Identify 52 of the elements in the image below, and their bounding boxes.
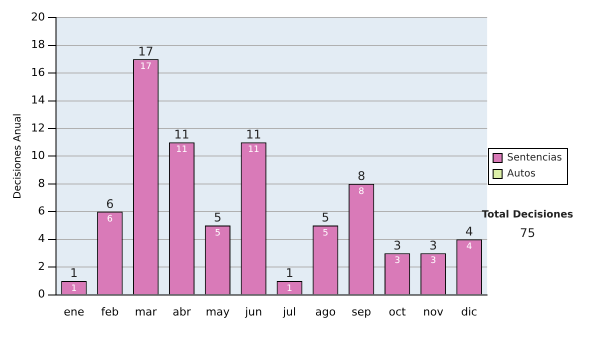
total-label: 11 — [174, 127, 190, 142]
y-tick-label: 4 — [38, 232, 45, 246]
x-tick-label: ago — [315, 305, 336, 318]
data-label: 8 — [358, 186, 365, 197]
x-tick-label: nov — [423, 305, 444, 318]
y-tick-label: 20 — [30, 10, 45, 24]
y-tick-label: 12 — [30, 121, 45, 134]
data-label: 4 — [466, 242, 472, 252]
text: 75 — [520, 226, 536, 240]
total-label: 3 — [393, 238, 402, 252]
y-tick-label: 0 — [38, 288, 45, 301]
data-label: 1 — [286, 284, 292, 294]
data-label: 17 — [140, 62, 152, 72]
total-label: 5 — [214, 210, 222, 225]
total-label: 5 — [322, 210, 330, 225]
data-label: 1 — [71, 284, 77, 294]
x-tick-label: jun — [244, 305, 262, 318]
data-label: 3 — [394, 256, 400, 266]
data-label: 6 — [107, 214, 114, 224]
total-label: 4 — [465, 224, 473, 238]
x-tick-label: ene — [64, 305, 84, 318]
data-label: 11 — [176, 145, 188, 156]
legend-label: Sentencias — [507, 152, 562, 164]
y-tick-label: 18 — [30, 38, 45, 52]
total-label: 1 — [70, 266, 78, 280]
y-tick-label: 10 — [30, 149, 45, 162]
x-tick-label: sep — [352, 305, 372, 318]
y-tick-label: 2 — [38, 260, 45, 273]
total-label: 8 — [358, 169, 366, 184]
x-tick-label: jul — [282, 305, 296, 318]
x-tick-label: may — [206, 305, 230, 318]
x-tick-label: feb — [101, 305, 119, 318]
y-tick-label: 16 — [30, 66, 45, 79]
data-label: 5 — [322, 228, 328, 238]
x-tick-label: dic — [461, 305, 478, 318]
x-tick-label: abr — [172, 305, 192, 318]
y-axis-title: Decisiones Anual — [12, 113, 24, 199]
total-label: 17 — [138, 44, 154, 58]
data-label: 3 — [430, 256, 436, 266]
y-tick-label: 6 — [38, 204, 45, 218]
total-label: 11 — [246, 127, 262, 142]
total-label: 3 — [429, 238, 438, 252]
y-tick-label: 14 — [30, 94, 45, 107]
data-label: 11 — [248, 145, 260, 156]
y-tick-label: 8 — [38, 176, 45, 190]
total-label: 6 — [106, 196, 114, 211]
legend-label: Autos — [507, 168, 536, 180]
annotation: Total Decisiones — [482, 210, 574, 221]
data-label: 5 — [214, 228, 221, 238]
x-tick-label: mar — [134, 305, 158, 318]
x-tick-label: oct — [388, 305, 407, 318]
total-label: 1 — [286, 266, 294, 280]
